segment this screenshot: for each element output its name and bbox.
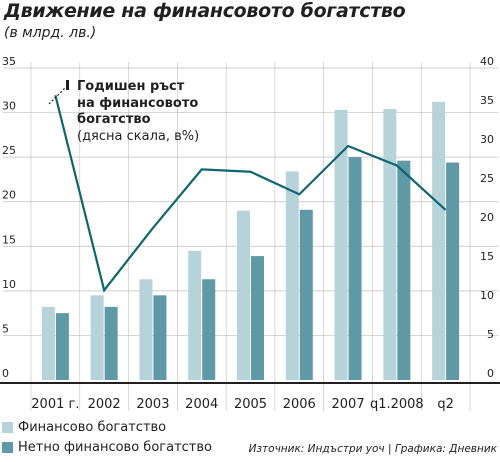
annotation-leader xyxy=(48,86,67,105)
bar-financial xyxy=(285,171,299,380)
x-tick-label: 2003 xyxy=(136,397,169,412)
annotation-line-1: Годишен ръст xyxy=(77,79,185,94)
annotation-line-3: богатство xyxy=(77,112,151,127)
bar-net xyxy=(446,162,460,380)
annotation-marker xyxy=(66,80,69,90)
x-tick-label: 2002 xyxy=(88,397,121,412)
bar-net xyxy=(153,295,167,380)
x-tick-label: 2004 xyxy=(185,397,218,412)
line-layer xyxy=(54,95,447,293)
bar-financial xyxy=(188,250,202,380)
y-right-tick-label: 30 xyxy=(480,133,494,146)
x-tick-label: 2005 xyxy=(234,397,267,412)
y-left-tick-label: 25 xyxy=(2,144,16,157)
bars-layer xyxy=(41,101,460,381)
y-right-tick-label: 35 xyxy=(480,94,494,107)
bar-financial xyxy=(432,101,446,381)
y-right-tick-label: 10 xyxy=(480,289,494,302)
bar-net xyxy=(55,313,69,380)
y-right-tick-label: 5 xyxy=(487,328,494,341)
bar-financial xyxy=(383,109,397,381)
bar-financial xyxy=(90,295,104,380)
chart-title: Движение на финансовото богатство xyxy=(4,0,406,22)
chart-subtitle: (в млрд. лв.) xyxy=(4,25,97,41)
bar-financial xyxy=(139,279,153,380)
legend-item-financial: Финансово богатство xyxy=(2,417,212,437)
x-tick-label: q2 xyxy=(437,397,454,412)
annotation-layer: Годишен ръст на финансовото богатство (д… xyxy=(48,79,199,144)
y-left-tick-label: 20 xyxy=(2,189,16,202)
y-right-tick-label: 15 xyxy=(480,250,494,263)
bar-financial xyxy=(237,210,250,380)
annotation-line-4: (дясна скала, в%) xyxy=(77,129,199,144)
legend-swatch-financial xyxy=(2,421,13,433)
y-right-tick-label: 20 xyxy=(480,211,494,224)
legend: Финансово богатство Нетно финансово бога… xyxy=(2,417,212,457)
x-tick-label: 2007 xyxy=(332,397,365,412)
bar-net xyxy=(299,209,313,380)
annotation-line-2: на финансовото xyxy=(77,96,198,111)
y-right-tick-label: 25 xyxy=(480,172,494,185)
bar-net xyxy=(348,157,362,380)
bar-net xyxy=(104,306,118,380)
y-right-tick-label: 0 xyxy=(487,367,494,380)
x-tick-label: 2006 xyxy=(283,397,316,412)
y-left-tick-label: 0 xyxy=(2,367,9,380)
bar-financial xyxy=(334,109,348,380)
bar-net xyxy=(251,256,264,380)
y-right-tick-label: 40 xyxy=(480,55,494,68)
y-left-tick-label: 15 xyxy=(2,233,16,246)
x-tick-label: q1.2008 xyxy=(370,397,424,412)
y-left-tick-label: 35 xyxy=(2,55,16,68)
grid-layer xyxy=(3,62,498,411)
y-left-tick-label: 5 xyxy=(2,322,9,335)
y-left-tick-label: 30 xyxy=(2,100,16,113)
legend-swatch-net xyxy=(2,441,13,453)
bar-net xyxy=(397,160,411,380)
x-tick-label: 2001 г. xyxy=(31,397,79,412)
legend-label-net: Нетно финансово богатство xyxy=(18,439,212,455)
axis-layer: 0 5 10 15 20 25 30 35 0 5 10 15 20 25 30 35 40 2001 г. 200… xyxy=(0,55,500,412)
legend-item-net: Нетно финансово богатство xyxy=(2,437,212,457)
y-left-tick-label: 10 xyxy=(2,278,16,291)
bar-financial xyxy=(41,306,55,380)
source-credit: Източник: Индъстри уоч | Графика: Дневни… xyxy=(248,443,497,455)
bar-net xyxy=(202,279,216,380)
legend-label-financial: Финансово богатство xyxy=(18,419,167,435)
